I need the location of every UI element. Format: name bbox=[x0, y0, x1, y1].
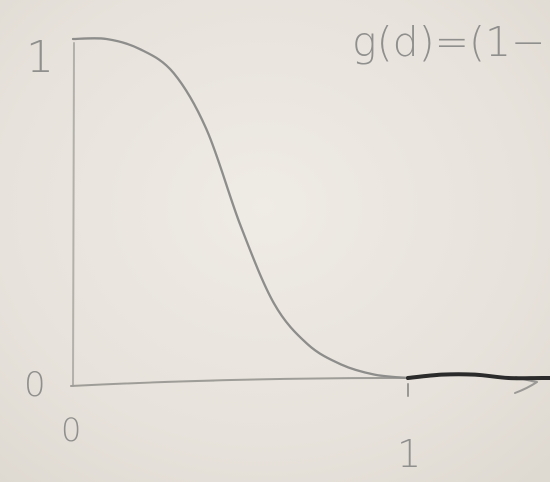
y-axis bbox=[72, 42, 75, 387]
x-axis bbox=[70, 377, 409, 387]
x-tick-label-0: 0 bbox=[61, 411, 81, 449]
series-line-tail bbox=[406, 372, 550, 381]
formula-text: g(d)=(1− bbox=[352, 18, 545, 66]
series-line-decay bbox=[71, 37, 410, 380]
y-tick-label-1: 1 bbox=[26, 32, 54, 83]
series-layer bbox=[71, 37, 550, 381]
tick-labels: 1 0 0 1 bbox=[24, 32, 421, 476]
axes bbox=[70, 42, 538, 397]
y-tick-label-0: 0 bbox=[24, 365, 46, 405]
x-tick-label-1: 1 bbox=[397, 432, 421, 476]
formula-title: g(d)=(1− bbox=[352, 18, 545, 66]
